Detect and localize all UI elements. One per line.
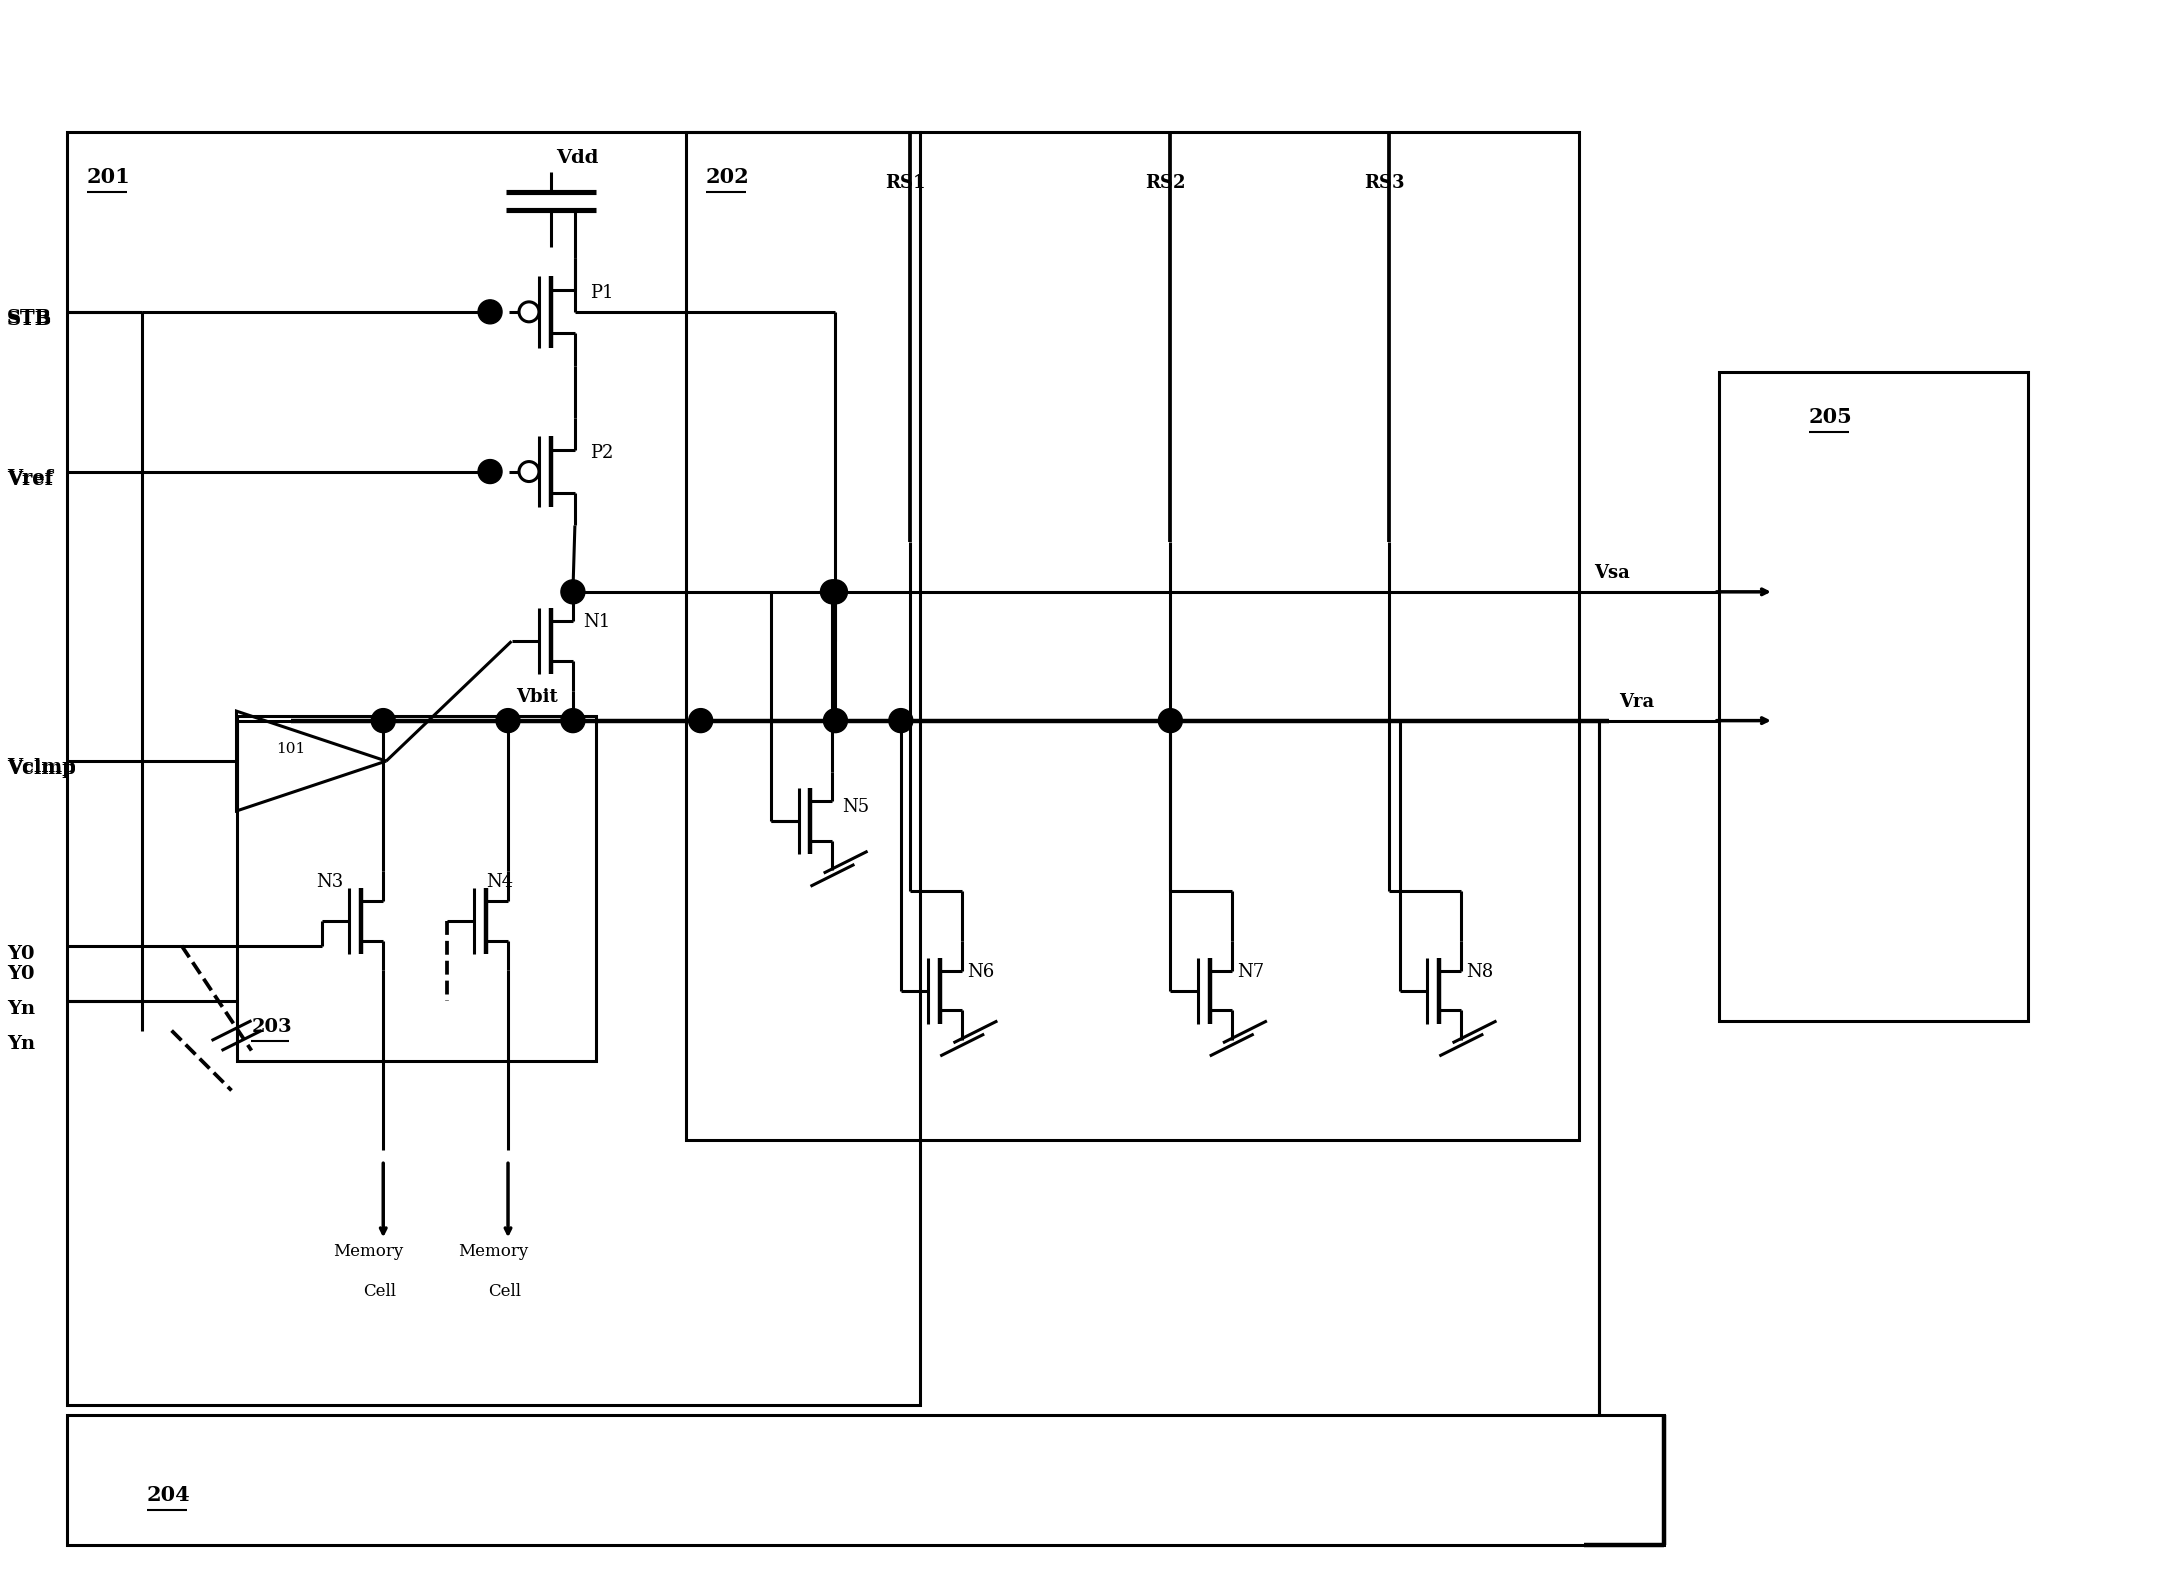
Text: N4: N4 <box>486 873 512 891</box>
Text: P2: P2 <box>590 443 614 462</box>
Text: STB: STB <box>7 309 52 327</box>
Text: STB: STB <box>7 311 52 328</box>
Text: 203: 203 <box>252 1018 293 1035</box>
Text: Yn: Yn <box>7 999 35 1018</box>
Bar <box>1719 372 2029 1021</box>
Text: Vref: Vref <box>7 471 52 489</box>
Text: Cell: Cell <box>362 1284 397 1301</box>
Circle shape <box>890 709 914 732</box>
Text: Vdd: Vdd <box>556 149 599 167</box>
Bar <box>686 132 1580 1141</box>
Circle shape <box>822 580 848 603</box>
Circle shape <box>560 709 586 732</box>
Text: 205: 205 <box>1810 407 1853 427</box>
Text: RS1: RS1 <box>885 174 927 192</box>
Text: Vref: Vref <box>7 468 52 487</box>
Text: RS2: RS2 <box>1146 174 1185 192</box>
Text: Yn: Yn <box>7 1035 35 1053</box>
Circle shape <box>477 460 501 484</box>
Circle shape <box>497 709 521 732</box>
Text: Vra: Vra <box>1619 693 1654 710</box>
Text: N5: N5 <box>842 798 870 815</box>
Circle shape <box>371 709 395 732</box>
Text: 202: 202 <box>705 167 749 187</box>
Text: N6: N6 <box>968 963 994 980</box>
Text: 101: 101 <box>276 742 306 756</box>
Text: N1: N1 <box>584 613 610 632</box>
Circle shape <box>560 580 586 603</box>
Text: 201: 201 <box>87 167 130 187</box>
Text: N3: N3 <box>317 873 343 891</box>
Text: Memory: Memory <box>458 1243 527 1260</box>
Bar <box>67 132 920 1404</box>
Text: Y0: Y0 <box>7 944 35 963</box>
Text: Vclmp: Vclmp <box>7 760 76 778</box>
Bar <box>237 716 597 1060</box>
Text: Y0: Y0 <box>7 965 35 982</box>
Text: Vsa: Vsa <box>1595 564 1630 581</box>
Text: P1: P1 <box>590 284 614 302</box>
Circle shape <box>688 709 712 732</box>
Text: Vclmp: Vclmp <box>7 759 76 776</box>
Circle shape <box>1159 709 1183 732</box>
Text: Vbit: Vbit <box>516 688 558 705</box>
Circle shape <box>822 709 848 732</box>
Text: 204: 204 <box>148 1485 191 1505</box>
Text: N7: N7 <box>1237 963 1263 980</box>
Text: RS3: RS3 <box>1365 174 1404 192</box>
Text: Memory: Memory <box>334 1243 404 1260</box>
Text: N8: N8 <box>1467 963 1493 980</box>
Circle shape <box>820 580 844 603</box>
Circle shape <box>477 300 501 324</box>
Bar <box>67 1415 1664 1544</box>
Text: Cell: Cell <box>488 1284 521 1301</box>
